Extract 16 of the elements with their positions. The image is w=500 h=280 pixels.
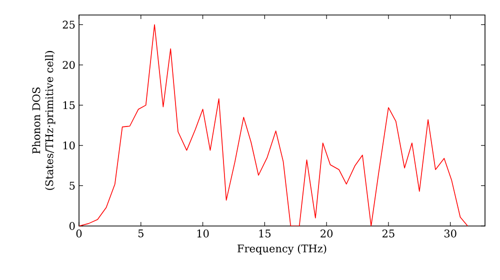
y-tick-label: 15: [63, 101, 75, 110]
y-axis-title: Phonon DOS (States/THz·primitive cell): [32, 51, 56, 190]
x-tick-label: 20: [320, 230, 333, 238]
y-tick-label: 5: [70, 182, 75, 190]
y-tick-label: 0: [69, 222, 75, 230]
x-tick-label: 10: [197, 230, 209, 238]
x-tick-label: 0: [76, 230, 82, 238]
x-tick-label: 25: [382, 230, 394, 238]
y-tick-label: 25: [62, 20, 75, 29]
y-tick-label: 20: [62, 60, 75, 69]
y-tick-label: 10: [63, 141, 75, 150]
x-tick-label: 30: [444, 230, 456, 238]
line-series: [79, 24, 468, 226]
x-tick-label: 15: [259, 230, 271, 238]
x-tick-label: 5: [138, 230, 144, 238]
x-axis-title: Frequency (THz): [238, 244, 326, 255]
